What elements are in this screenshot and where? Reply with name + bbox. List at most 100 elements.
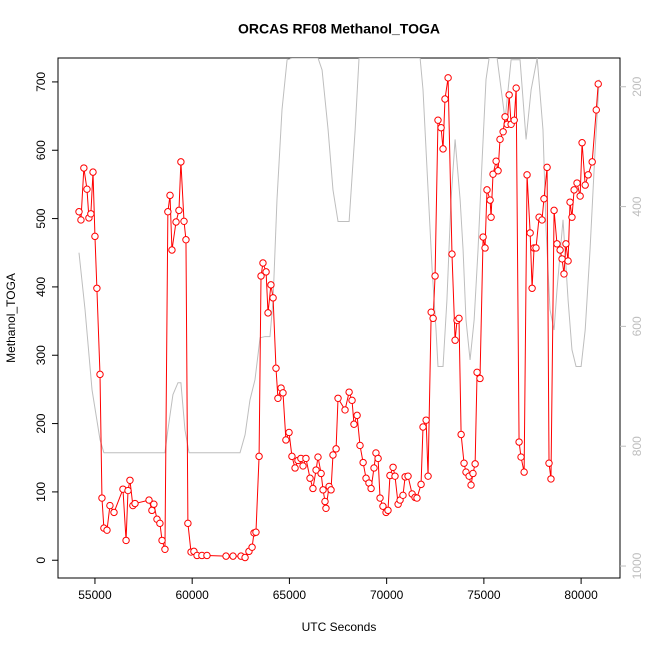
data-point <box>487 213 495 221</box>
data-point <box>439 145 447 153</box>
data-point <box>424 472 432 480</box>
data-point <box>547 475 555 483</box>
data-point <box>150 500 158 508</box>
series-line <box>78 58 600 454</box>
data-point <box>322 504 330 513</box>
data-point <box>523 171 531 179</box>
data-point <box>540 195 548 203</box>
y-tick-label: 600 <box>34 140 48 160</box>
data-point <box>327 486 335 494</box>
y-tick-label: 400 <box>34 277 48 297</box>
data-point <box>89 168 97 176</box>
data-point <box>248 543 256 551</box>
data-point <box>489 170 497 178</box>
x-tick-label: 70000 <box>370 588 404 602</box>
data-point <box>566 198 574 206</box>
data-point <box>124 486 132 495</box>
data-point <box>75 208 83 216</box>
data-point <box>441 95 449 103</box>
data-point <box>505 91 513 99</box>
y2-tick-label: 400 <box>630 196 644 216</box>
data-point <box>252 528 260 536</box>
data-point <box>222 552 230 560</box>
data-point <box>444 74 452 82</box>
data-point <box>419 423 427 431</box>
data-point <box>285 428 293 437</box>
data-point <box>103 526 111 534</box>
data-point <box>584 171 592 179</box>
data-point <box>389 463 397 472</box>
data-point <box>496 135 504 144</box>
data-point <box>473 368 481 377</box>
data-point <box>98 494 106 502</box>
data-point <box>512 84 520 92</box>
y2-tick-label: 800 <box>630 436 644 456</box>
data-point <box>288 452 296 461</box>
y2-tick-label: 1000 <box>630 552 644 579</box>
data-point <box>229 552 237 560</box>
data-point <box>356 441 364 450</box>
data-point <box>556 246 564 254</box>
data-point <box>122 536 130 545</box>
data-point <box>110 508 118 517</box>
data-point <box>314 453 322 461</box>
data-point <box>483 186 491 194</box>
data-point <box>413 494 421 502</box>
data-point <box>353 411 361 420</box>
data-point <box>573 179 581 187</box>
data-point <box>429 314 437 323</box>
data-point <box>367 484 375 493</box>
data-point <box>166 191 174 200</box>
data-point <box>241 553 249 562</box>
data-point <box>515 438 523 446</box>
data-point <box>431 272 439 280</box>
x-tick-label: 60000 <box>175 588 209 602</box>
y2-tick-label: 600 <box>630 316 644 336</box>
data-point <box>510 116 518 124</box>
data-point <box>156 519 164 528</box>
data-point <box>264 309 272 317</box>
data-point <box>164 208 172 216</box>
data-point <box>329 451 337 459</box>
data-point <box>282 436 290 444</box>
data-point <box>126 476 134 484</box>
data-point <box>184 519 192 528</box>
data-point <box>460 459 468 467</box>
data-point <box>404 472 412 480</box>
data-point <box>545 459 553 467</box>
data-point <box>471 460 479 468</box>
data-point <box>87 210 95 218</box>
data-point <box>96 370 104 379</box>
data-point <box>481 244 489 252</box>
data-point <box>422 416 430 424</box>
data-point <box>578 139 586 147</box>
data-point <box>359 458 367 467</box>
data-point <box>538 216 546 224</box>
data-point <box>302 454 310 463</box>
data-point <box>581 181 589 189</box>
data-point <box>492 157 500 165</box>
data-point <box>80 164 88 172</box>
data-point <box>457 430 465 439</box>
data-point <box>532 244 540 252</box>
data-point <box>345 388 353 396</box>
data-point <box>494 167 502 175</box>
data-point <box>576 192 584 200</box>
data-point <box>520 468 528 476</box>
data-point <box>399 491 407 500</box>
data-point <box>168 246 176 254</box>
data-point <box>384 506 392 515</box>
data-point <box>334 394 342 402</box>
data-point <box>180 217 188 226</box>
data-point <box>451 336 459 344</box>
x-axis-label: UTC Seconds <box>302 620 377 634</box>
data-point <box>499 128 507 136</box>
data-point <box>83 185 91 193</box>
data-point <box>309 484 317 493</box>
data-point <box>106 501 114 510</box>
data-point <box>379 502 387 510</box>
data-point <box>476 374 484 383</box>
data-point <box>568 213 576 221</box>
